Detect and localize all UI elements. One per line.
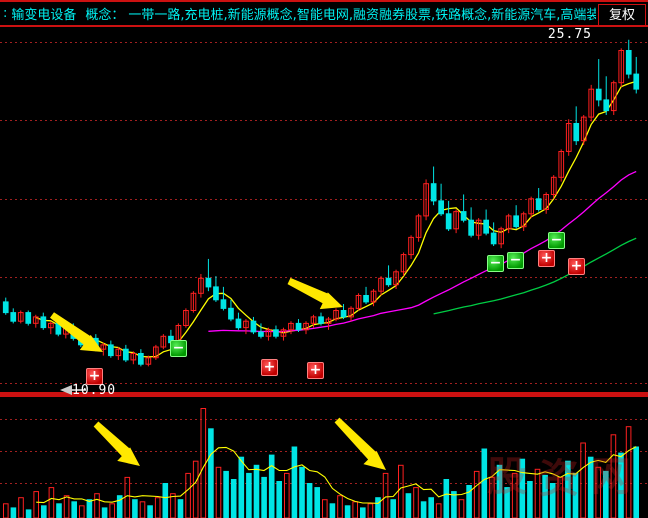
sector-name[interactable]: 输变电设备	[11, 8, 77, 23]
marker-glyph: +	[540, 250, 553, 266]
price-chart-panel[interactable]	[0, 27, 648, 392]
buy-signal-marker[interactable]: +	[261, 359, 278, 376]
marker-glyph: +	[309, 362, 322, 378]
marker-glyph: +	[263, 359, 276, 375]
buy-signal-marker[interactable]: +	[86, 368, 103, 385]
volume-chart-panel[interactable]	[0, 395, 648, 518]
fuquan-button[interactable]: 复权	[598, 4, 646, 25]
candlestick-canvas	[0, 39, 648, 384]
marker-glyph: −	[550, 232, 563, 248]
marker-glyph: −	[172, 340, 185, 356]
sell-signal-marker[interactable]: −	[507, 252, 524, 269]
header-lead-colon: :	[3, 6, 8, 21]
sell-signal-marker[interactable]: −	[170, 340, 187, 357]
sell-signal-marker[interactable]: −	[548, 232, 565, 249]
marker-glyph: −	[489, 255, 502, 271]
marker-glyph: +	[88, 368, 101, 384]
buy-signal-marker[interactable]: +	[538, 250, 555, 267]
panel-divider	[0, 392, 648, 395]
buy-signal-marker[interactable]: +	[568, 258, 585, 275]
volume-canvas	[0, 408, 648, 518]
marker-glyph: +	[570, 258, 583, 274]
header-content: : 输变电设备 概念： 一带一路,充电桩,新能源概念,智能电网,融资融券股票,铁…	[0, 2, 642, 25]
sell-signal-marker[interactable]: −	[487, 255, 504, 272]
concept-list[interactable]: 一带一路,充电桩,新能源概念,智能电网,融资融券股票,铁路概念,新能源汽车,高端…	[128, 8, 643, 23]
price-low-label: 10.90	[72, 383, 117, 398]
buy-signal-marker[interactable]: +	[307, 362, 324, 379]
header-bar: : 输变电设备 概念： 一带一路,充电桩,新能源概念,智能电网,融资融券股票,铁…	[0, 0, 648, 27]
concept-label: 概念：	[85, 8, 125, 23]
price-high-label: 25.75	[547, 27, 592, 42]
marker-glyph: −	[509, 252, 522, 268]
